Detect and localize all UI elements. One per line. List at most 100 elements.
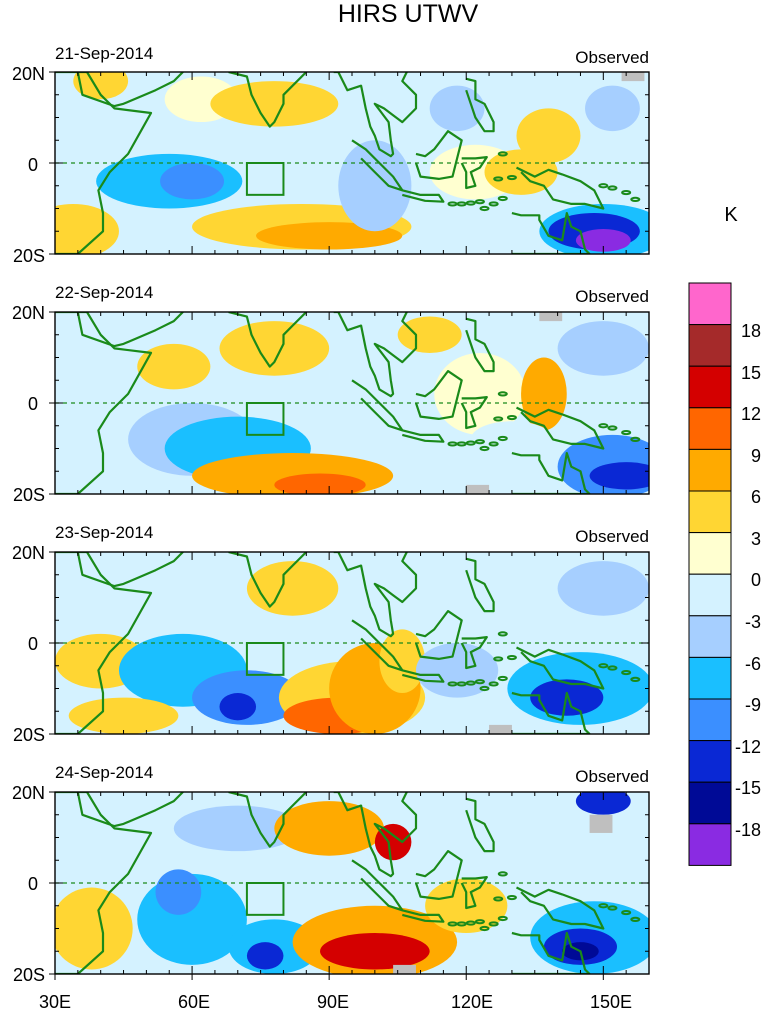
colorbar: K 18 15 12 9 6 3 0 -3 -6 -9 -12 -15 -18 — [688, 204, 761, 866]
coastline — [351, 859, 404, 912]
island — [479, 925, 490, 932]
lat-label-20n: 20N — [12, 543, 45, 563]
panel-tag: Observed — [575, 527, 649, 546]
lat-label-20n: 20N — [12, 303, 45, 323]
coastline — [351, 379, 404, 432]
island — [488, 441, 499, 447]
lon-label: 30E — [39, 992, 71, 1012]
colorbar-label: 0 — [751, 570, 761, 590]
panel-date: 22-Sep-2014 — [55, 283, 153, 302]
panel-tag: Observed — [575, 287, 649, 306]
island — [493, 656, 504, 662]
anomaly-contour — [397, 316, 462, 353]
anomaly-contour — [434, 574, 526, 639]
anomaly-field — [49, 311, 650, 495]
coastline — [402, 669, 445, 683]
colorbar-swatch — [688, 448, 732, 492]
lat-label-20s: 20S — [13, 485, 45, 505]
anomaly-contour — [55, 887, 133, 970]
region-box — [245, 162, 285, 196]
anomaly-contour — [585, 85, 640, 132]
colorbar-swatch — [688, 823, 732, 866]
anomaly-contour — [160, 163, 225, 200]
island — [630, 676, 641, 683]
missing-data — [393, 964, 416, 974]
coastline — [55, 312, 153, 494]
island — [456, 921, 467, 927]
missing-data — [466, 484, 490, 494]
colorbar-swatch — [688, 365, 732, 409]
coastline — [55, 792, 153, 974]
island — [630, 916, 641, 923]
chart-title: HIRS UTWV — [338, 0, 479, 28]
colorbar-label: 3 — [751, 529, 761, 549]
coastline — [460, 875, 488, 910]
coastline — [460, 635, 488, 670]
colorbar-label: -9 — [745, 695, 761, 715]
anomaly-contour — [516, 108, 581, 163]
island — [497, 435, 508, 442]
island — [621, 189, 632, 196]
anomaly-contour — [557, 561, 649, 616]
missing-data — [589, 814, 613, 833]
island — [621, 909, 632, 916]
region-box — [245, 882, 285, 916]
anomaly-contour — [73, 72, 129, 100]
colorbar-swatch — [688, 656, 732, 700]
anomaly-contour — [219, 321, 330, 376]
island — [497, 391, 508, 397]
island — [474, 679, 485, 685]
lat-label-20n: 20N — [12, 783, 45, 803]
island — [465, 680, 476, 686]
island — [598, 663, 609, 669]
island — [488, 921, 499, 927]
lat-label-20s: 20S — [13, 725, 45, 745]
coastline — [516, 646, 605, 690]
colorbar-swatch — [688, 407, 732, 450]
island — [465, 440, 476, 446]
island — [488, 681, 499, 687]
panel-tag: Observed — [575, 48, 649, 67]
colorbar-label: 12 — [741, 404, 761, 424]
island — [479, 685, 490, 692]
coastline — [516, 886, 605, 930]
lat-label-0: 0 — [28, 874, 38, 894]
map-panel-2: 22-Sep-2014 Observed 20N 0 20S — [12, 283, 650, 505]
coastline — [414, 849, 463, 901]
anomaly-contour — [137, 343, 211, 390]
coastline — [511, 691, 591, 734]
coastline — [511, 931, 591, 974]
colorbar-swatches — [688, 282, 732, 866]
island — [607, 185, 618, 191]
missing-data — [489, 724, 512, 734]
anomaly-contour — [274, 801, 384, 856]
anomaly-contour — [173, 805, 302, 852]
island — [506, 894, 517, 901]
coastline — [76, 72, 184, 108]
coastline — [55, 72, 153, 254]
island — [497, 675, 508, 682]
coastline — [511, 452, 591, 494]
island — [497, 195, 508, 202]
coastline — [333, 72, 418, 158]
island — [447, 921, 458, 927]
anomaly-contour — [429, 85, 485, 132]
colorbar-swatch — [688, 532, 732, 575]
colorbar-labels: 18 15 12 9 6 3 0 -3 -6 -9 -12 -15 -18 — [735, 321, 761, 840]
missing-data — [621, 72, 645, 82]
colorbar-label: -6 — [745, 654, 761, 674]
anomaly-contour — [246, 561, 339, 616]
coastline — [76, 552, 184, 588]
island — [479, 445, 490, 452]
panel-tag: Observed — [575, 767, 649, 786]
anomaly-contour — [155, 869, 202, 915]
colorbar-swatch — [688, 324, 732, 367]
coastline — [414, 609, 463, 661]
island — [497, 631, 508, 637]
lat-label-0: 0 — [28, 155, 38, 175]
panel-date: 23-Sep-2014 — [55, 523, 153, 542]
anomaly-field — [49, 71, 650, 255]
coastline — [402, 909, 445, 923]
island — [506, 414, 517, 421]
